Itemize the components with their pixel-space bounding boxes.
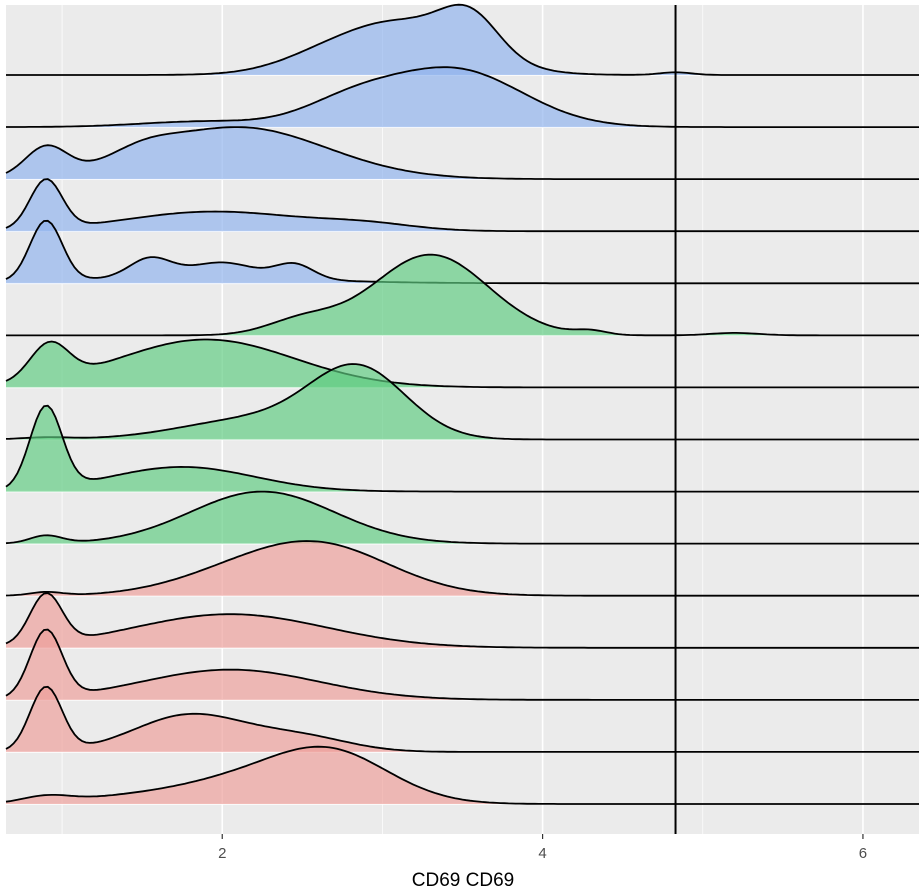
ridge-line-red bbox=[5, 540, 919, 597]
ridge-area-green bbox=[6, 254, 919, 336]
ridge-line-green bbox=[5, 338, 919, 389]
ridges-layer bbox=[5, 3, 919, 805]
ridge-line-green bbox=[5, 363, 919, 441]
x-axis-title: CD69 CD69 bbox=[412, 870, 514, 891]
ridge-line-red bbox=[5, 685, 919, 753]
ridge-line-green bbox=[5, 490, 919, 545]
ridge-line-green bbox=[6, 253, 919, 337]
ridge-area-blue bbox=[6, 220, 919, 284]
x-tick-label: 4 bbox=[538, 845, 546, 862]
ridge-line-blue bbox=[6, 66, 919, 128]
ridge-area-red bbox=[6, 746, 919, 804]
ridge-area-red bbox=[6, 629, 919, 700]
ridge-area-blue bbox=[6, 179, 919, 232]
ridge-area-blue bbox=[6, 67, 919, 128]
ridge-area-red bbox=[6, 593, 919, 648]
ridge-line-red bbox=[5, 628, 919, 701]
ridge-area-red bbox=[6, 686, 919, 752]
ridge-line-red bbox=[5, 745, 919, 805]
ridge-area-green bbox=[6, 491, 919, 544]
ridge-line-blue bbox=[6, 3, 919, 76]
ridge-line-red bbox=[5, 592, 919, 649]
ridge-area-green bbox=[6, 405, 919, 492]
x-tick-label: 2 bbox=[218, 845, 226, 862]
x-tick-label: 6 bbox=[859, 845, 867, 862]
ridge-line-green bbox=[5, 404, 919, 493]
panel-background bbox=[6, 5, 919, 834]
ridge-area-blue bbox=[6, 127, 919, 180]
ridge-area-green bbox=[6, 339, 919, 388]
ridge-line-blue bbox=[5, 178, 919, 233]
ridge-area-green bbox=[6, 364, 919, 440]
ridge-area-blue bbox=[6, 4, 919, 76]
ridge-area-red bbox=[6, 541, 919, 596]
x-axis: 2 4 6 bbox=[218, 834, 867, 862]
ridge-line-blue bbox=[5, 126, 919, 180]
